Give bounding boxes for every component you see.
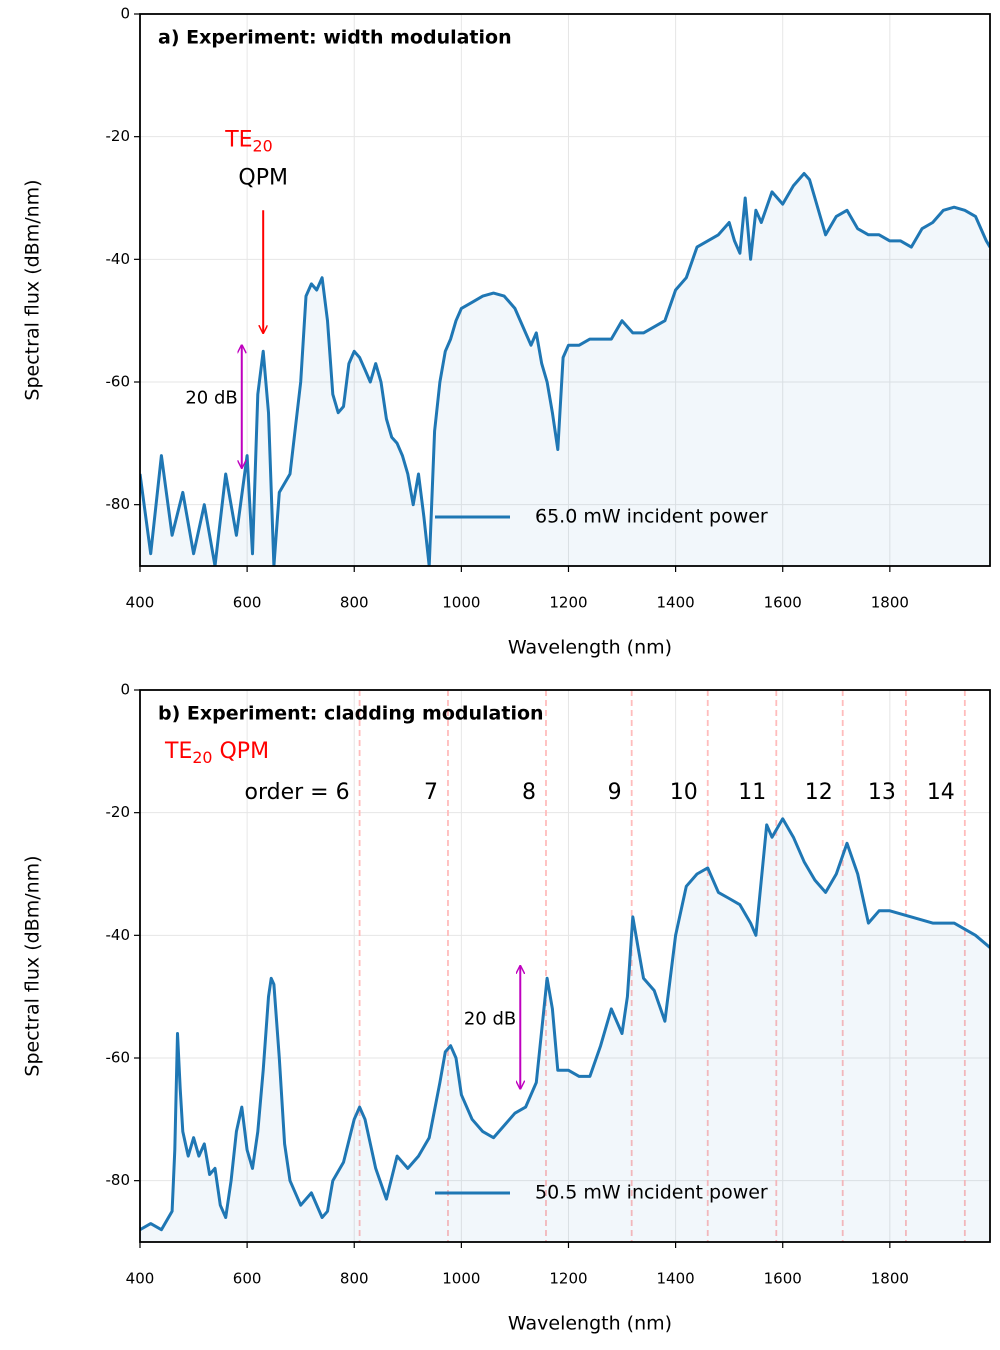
qpm-order-label: 12 — [805, 780, 833, 805]
db-label: 20 dB — [464, 1008, 516, 1029]
qpm-order-label: 14 — [927, 780, 955, 805]
x-axis-label: Wavelength (nm) — [508, 637, 672, 659]
x-axis-label: Wavelength (nm) — [508, 1313, 672, 1335]
x-tick-label: 1800 — [871, 1270, 909, 1288]
x-tick-label: 1400 — [657, 594, 695, 612]
plot-frame — [139, 13, 991, 567]
x-tick-label: 1200 — [549, 594, 587, 612]
qpm-order-label: 8 — [522, 780, 536, 805]
x-tick-label: 800 — [340, 1270, 369, 1288]
x-tick-label: 1600 — [764, 594, 802, 612]
x-tick-label: 1600 — [764, 1270, 802, 1288]
x-tick-label: 1800 — [871, 594, 909, 612]
db-label: 20 dB — [185, 388, 237, 409]
qpm-label-line2: QPM — [238, 165, 288, 190]
x-tick-label: 600 — [233, 1270, 262, 1288]
y-tick-label: 0 — [120, 5, 130, 23]
qpm-order-label: order = 6 — [245, 780, 350, 805]
y-tick-label: -80 — [106, 495, 131, 513]
y-axis-label: Spectral flux (dBm/nm) — [22, 855, 44, 1076]
qpm-order-label: 9 — [608, 780, 622, 805]
label-subscript: 20 — [192, 748, 212, 767]
y-tick-label: -80 — [106, 1171, 131, 1189]
label-text: QPM — [213, 739, 270, 764]
plot-frame — [139, 689, 991, 1243]
x-tick-label: 800 — [340, 594, 369, 612]
x-tick-label: 1200 — [549, 1270, 587, 1288]
data-line — [140, 817, 990, 1232]
qpm-order-label: 10 — [670, 780, 698, 805]
area-fill — [140, 173, 990, 566]
qpm-order-label: 11 — [738, 780, 766, 805]
qpm-order-label: 13 — [868, 780, 896, 805]
label-text: TE — [164, 739, 192, 764]
x-tick-label: 1000 — [442, 594, 480, 612]
y-tick-label: -40 — [106, 926, 131, 944]
chart-title: b) Experiment: cladding modulation — [158, 703, 544, 725]
y-tick-label: -20 — [106, 803, 131, 821]
x-tick-label: 400 — [126, 594, 155, 612]
y-tick-label: -40 — [106, 250, 131, 268]
qpm-header: TE20 QPM — [164, 739, 269, 767]
x-tick-label: 1000 — [442, 1270, 480, 1288]
y-axis-label: Spectral flux (dBm/nm) — [22, 179, 44, 400]
area-fill — [140, 818, 990, 1242]
legend-label: 65.0 mW incident power — [535, 506, 768, 528]
y-tick-label: -60 — [106, 373, 131, 391]
x-tick-label: 600 — [233, 594, 262, 612]
x-tick-label: 400 — [126, 1270, 155, 1288]
label-text: TE — [224, 127, 252, 152]
y-tick-label: -60 — [106, 1049, 131, 1067]
legend-label: 50.5 mW incident power — [535, 1182, 768, 1204]
y-tick-label: -20 — [106, 127, 131, 145]
qpm-label: TE20 — [224, 127, 273, 155]
chart-title: a) Experiment: width modulation — [158, 27, 512, 49]
x-tick-label: 1400 — [657, 1270, 695, 1288]
data-line — [140, 172, 990, 566]
label-subscript: 20 — [253, 136, 273, 155]
qpm-order-label: 7 — [424, 780, 438, 805]
y-tick-label: 0 — [120, 681, 130, 699]
